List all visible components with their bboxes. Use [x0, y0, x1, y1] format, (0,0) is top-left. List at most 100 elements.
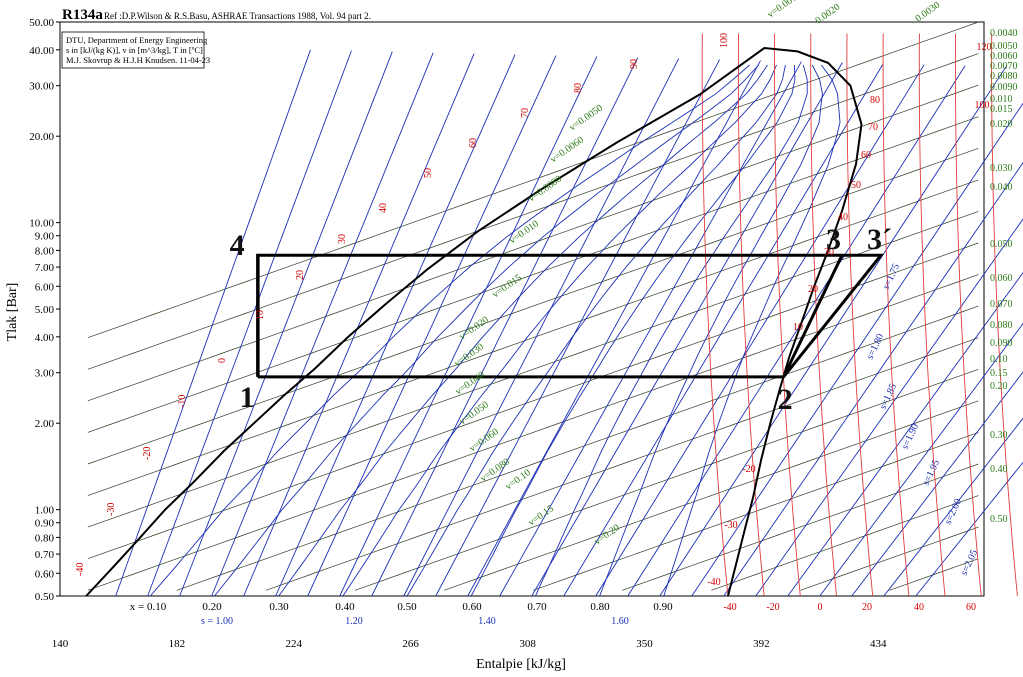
isochore-line — [711, 495, 979, 591]
y-tick-label: 2.00 — [35, 418, 55, 430]
density-inner-label: v=0.040 — [453, 369, 486, 397]
temperature-label-vapor: 20 — [808, 284, 818, 295]
isentrope-line — [531, 62, 843, 597]
isentrope-line — [819, 322, 1023, 597]
density-label-right: 0.40 — [990, 464, 1008, 475]
temperature-label: 80 — [573, 83, 584, 93]
info-box — [61, 31, 205, 69]
quality-line — [534, 64, 808, 597]
density-label-right: 0.020 — [990, 119, 1013, 130]
x-tick-label: 308 — [519, 638, 536, 650]
temperature-label: -30 — [106, 503, 117, 516]
compression-2-3 — [782, 254, 844, 378]
density-label-right: 0.20 — [990, 381, 1008, 392]
temperature-label: -10 — [177, 395, 188, 408]
temperature-axis-label: 20 — [862, 602, 872, 613]
entropy-axis-label: 1.60 — [611, 616, 629, 627]
isotherm-lines — [701, 33, 1018, 597]
y-tick-label: 40.00 — [29, 45, 54, 57]
y-tick-label: 20.00 — [29, 131, 54, 143]
entropy-vapor-label: s=1.90 — [900, 422, 921, 451]
cycle-point-3: 3 — [826, 223, 841, 256]
quality-line — [214, 64, 759, 597]
entropy-axis-label: 1.40 — [478, 616, 496, 627]
cycle-point-labels: 1 2 3 3´ 4 — [230, 223, 892, 416]
isentrope-line — [211, 52, 434, 597]
density-label-right: 0.50 — [990, 514, 1008, 525]
y-tick-label: 0.90 — [35, 518, 55, 530]
entropy-vapor-label: s=1.80 — [865, 332, 886, 361]
info-line-2: s in [kJ/(kg K)], v in [m^3/kg], T in [º… — [66, 45, 203, 55]
density-label-right: 0.10 — [990, 354, 1008, 365]
temperature-label: 100 — [719, 33, 730, 48]
info-line-3: M.J. Skovrup & H.J.H Knudsen. 11-04-23 — [66, 55, 210, 65]
isentrope-line — [115, 49, 311, 597]
isochore-line — [87, 21, 979, 339]
x-tick-label: 224 — [286, 638, 303, 650]
density-label-right: 0.080 — [990, 320, 1013, 331]
density-label-right: 0.090 — [990, 338, 1013, 349]
isotherm-line — [701, 33, 729, 597]
isentrope-line — [499, 61, 802, 597]
density-inner-label: v=0.020 — [457, 314, 490, 342]
x-axis-title: Entalpie [kJ/kg] — [476, 657, 566, 672]
cycle-path — [256, 253, 885, 379]
y-tick-label: 8.00 — [35, 245, 55, 257]
cycle-point-2: 2 — [778, 383, 793, 416]
density-label-right: 0.0050 — [990, 41, 1018, 52]
entropy-axis-labels: s = 1.00 1.20 1.40 1.60 — [201, 616, 629, 627]
density-label: 0.0020 — [813, 2, 842, 27]
y-tick-label: 30.00 — [29, 81, 54, 93]
isochore-line — [87, 211, 979, 528]
isentrope-line — [435, 59, 721, 597]
isochore-line — [532, 432, 979, 591]
density-label-right: 0.30 — [990, 430, 1008, 441]
quality-line — [406, 64, 786, 597]
entropy-vapor-label: s=2.05 — [959, 548, 980, 577]
temperature-label: -40 — [75, 563, 86, 576]
quality-line — [149, 64, 750, 597]
chart-title: R134a — [62, 7, 103, 23]
isentrope-line — [467, 60, 761, 597]
isentrope-line — [179, 51, 393, 597]
refrigeration-cycle — [256, 253, 885, 379]
y-tick-label: 10.00 — [29, 218, 54, 230]
temperature-axis-label: 60 — [966, 602, 976, 613]
isentrope-lines — [115, 49, 1023, 597]
density-inner-label: v=0.015 — [490, 272, 523, 300]
entropy-vapor-label: s=1.95 — [921, 458, 942, 487]
temperature-label: 50 — [423, 168, 434, 178]
quality-line — [278, 64, 768, 597]
temperature-axis-label: -40 — [723, 602, 736, 613]
isochore-line — [354, 368, 979, 591]
isochore-line — [87, 179, 979, 496]
saturation-dome — [85, 46, 863, 597]
quality-line — [663, 64, 841, 597]
quality-label: 0.80 — [590, 601, 610, 613]
entropy-vapor-label: s=2.00 — [943, 497, 964, 526]
temperature-axis-label: -20 — [766, 602, 779, 613]
info-line-1: DTU, Department of Energy Engineering — [66, 35, 208, 45]
density-inner-label: v=0.030 — [452, 341, 485, 369]
x-tick-label: 434 — [870, 638, 887, 650]
quality-line — [599, 64, 823, 597]
quality-line — [342, 64, 777, 597]
quality-label: 0.60 — [462, 601, 482, 613]
temperature-label-vapor: 60 — [861, 150, 871, 161]
x-tick-label: 392 — [753, 638, 770, 650]
density-label: v=0.0015 — [765, 0, 803, 20]
density-label-right: 0.0070 — [990, 61, 1018, 72]
temperature-label: 60 — [468, 138, 479, 148]
y-tick-label: 4.00 — [35, 332, 55, 344]
temperature-label: 90 — [629, 59, 640, 69]
density-label-right: 0.0040 — [990, 28, 1018, 39]
temperature-label-vapor: -20 — [742, 464, 755, 475]
isotherm-line — [954, 33, 982, 597]
density-label-right: 0.040 — [990, 182, 1013, 193]
density-inner-label: v=0.15 — [526, 503, 555, 528]
isochore-line — [176, 305, 979, 591]
isotherm-line — [737, 33, 765, 597]
quality-label: 0.70 — [527, 601, 547, 613]
isochore-line — [889, 558, 979, 591]
isochore-line — [87, 53, 979, 370]
